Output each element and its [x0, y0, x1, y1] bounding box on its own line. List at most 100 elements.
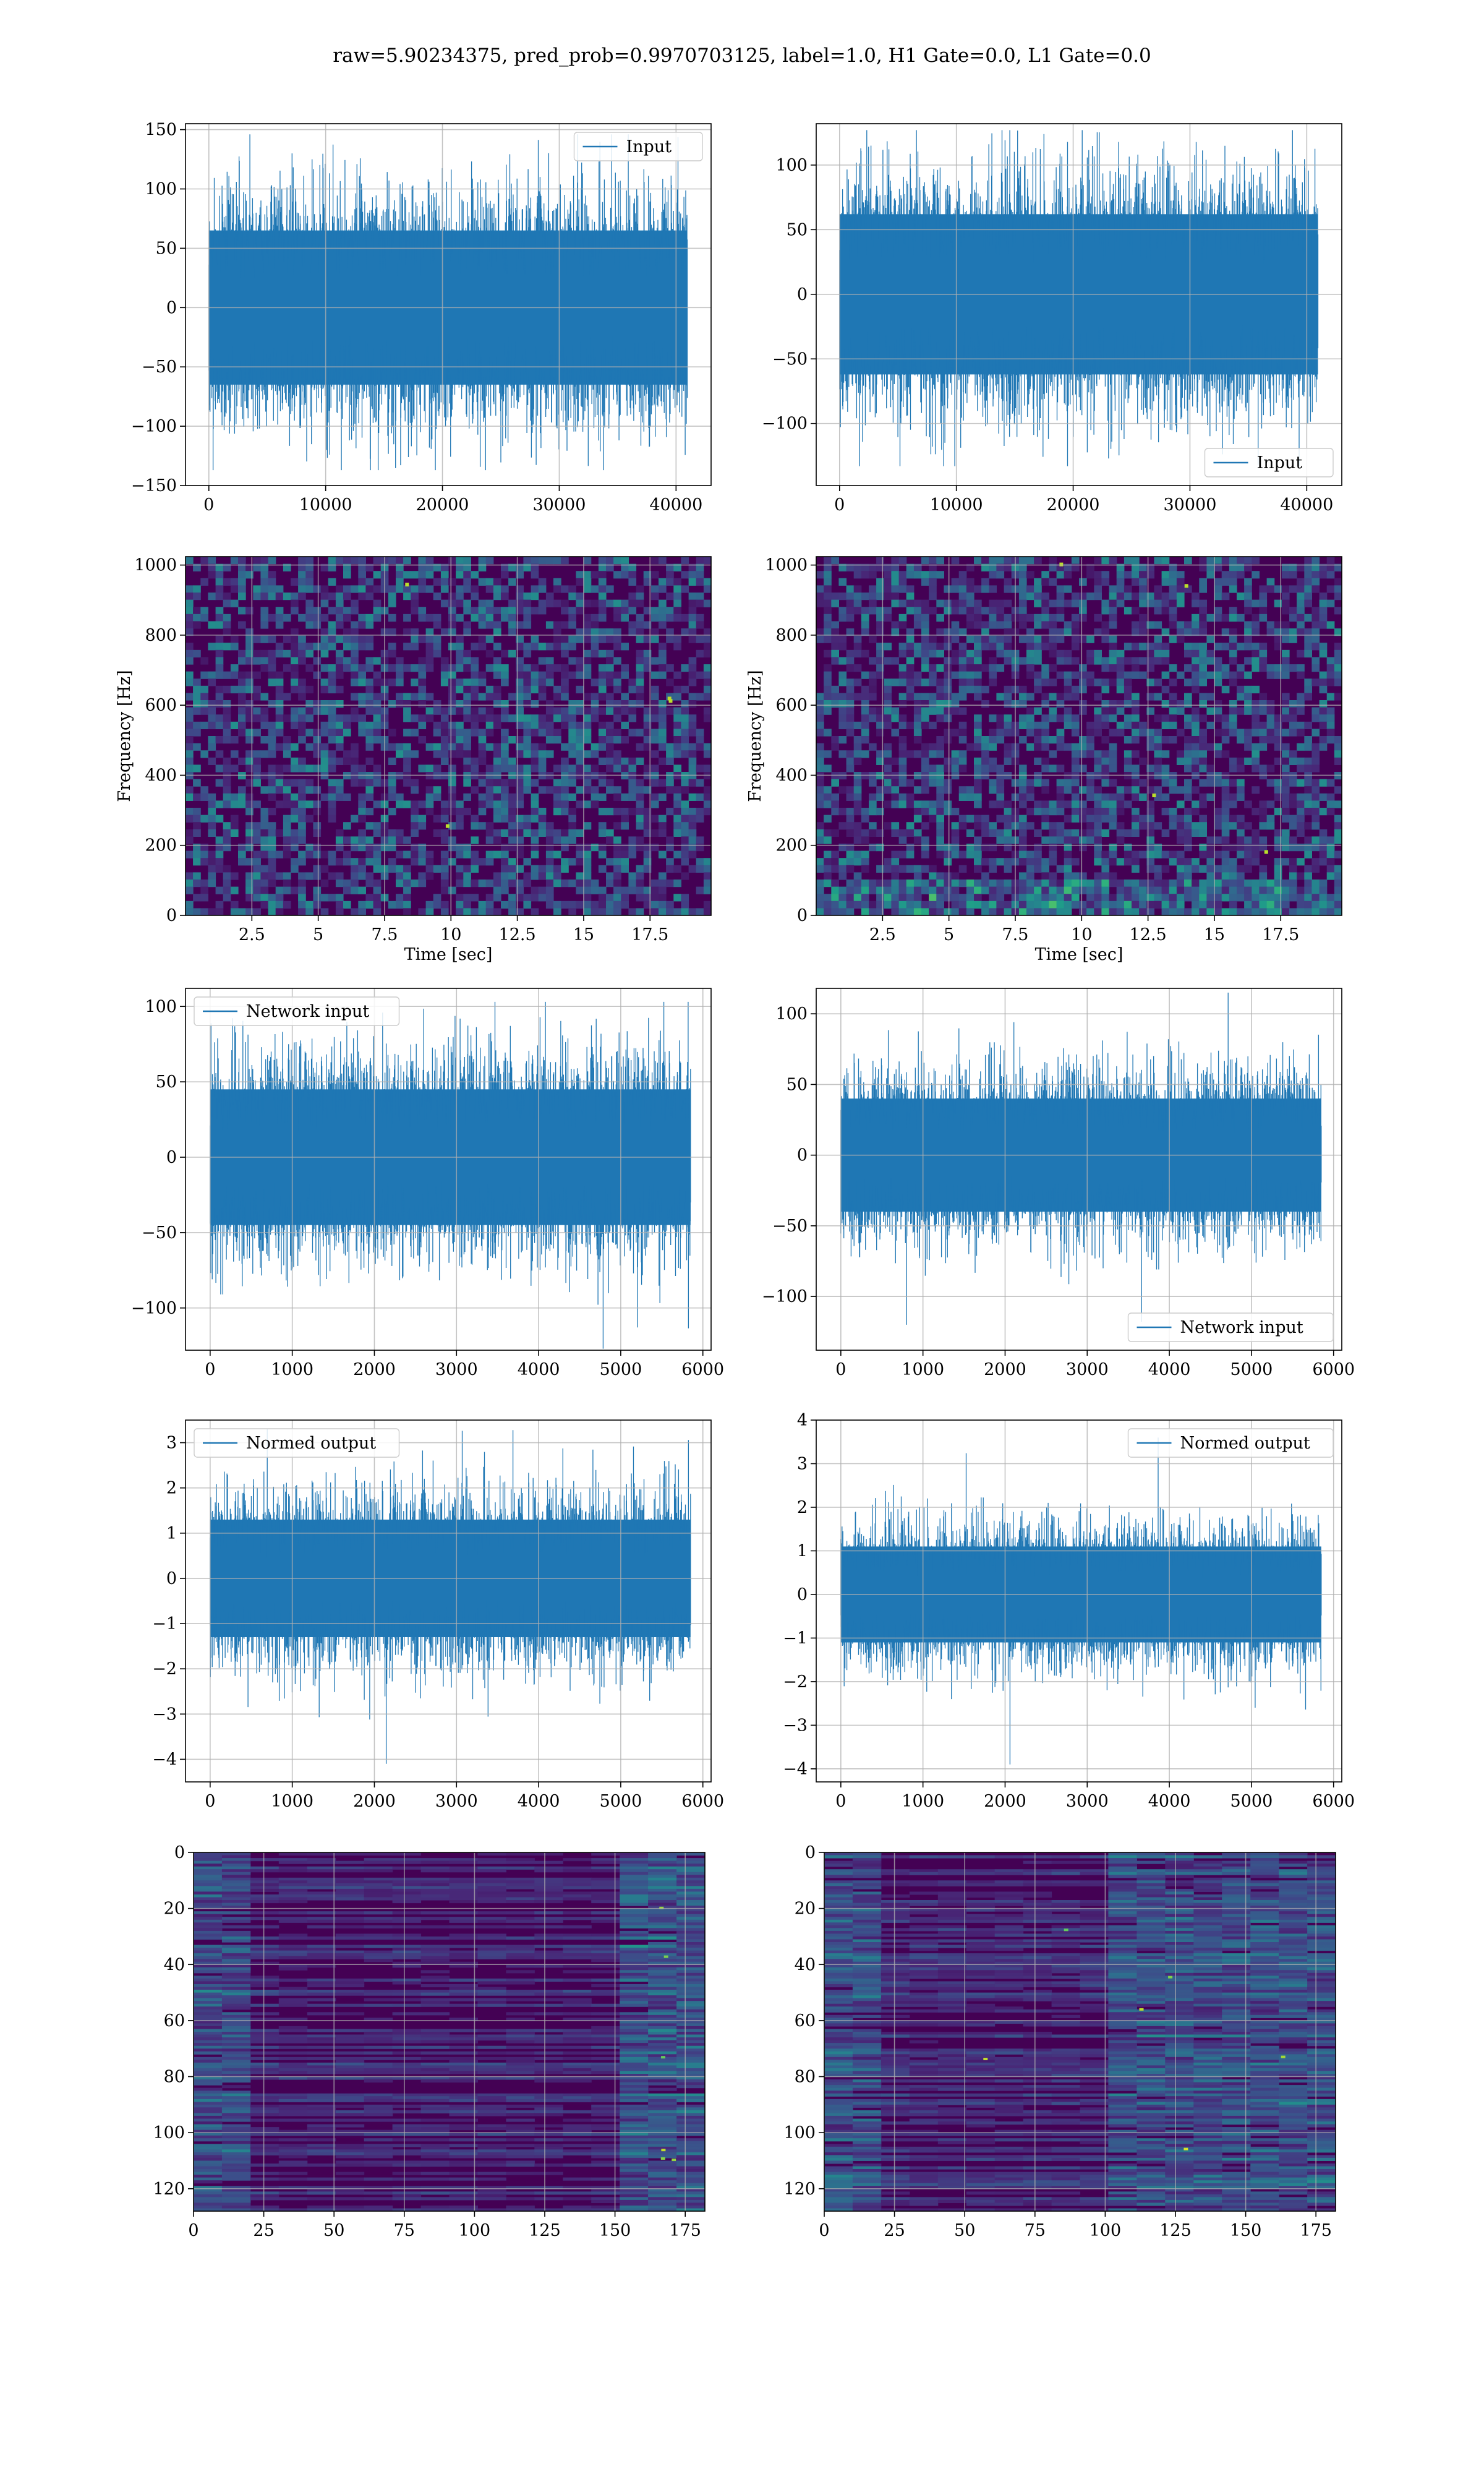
- heatmap-cell: [478, 599, 487, 607]
- heatmap-cell: [974, 657, 982, 665]
- heatmap-cell: [703, 599, 711, 607]
- heatmap-cell: [215, 671, 224, 679]
- heatmap-cell: [208, 563, 216, 571]
- heatmap-cell: [1176, 621, 1185, 629]
- heatmap-cell: [650, 764, 659, 773]
- heatmap-cell: [568, 743, 576, 751]
- heatmap-cell: [313, 808, 322, 816]
- heatmap-cell: [650, 685, 659, 693]
- heatmap-cell: [1154, 593, 1162, 601]
- heatmap-cell: [1297, 614, 1305, 622]
- heatmap-cell: [320, 793, 329, 801]
- heatmap-cell: [545, 786, 554, 794]
- heatmap-cell: [545, 886, 554, 894]
- heatmap-cell: [194, 1855, 223, 1859]
- heatmap-cell: [1297, 901, 1305, 909]
- heatmap-cell: [1004, 657, 1012, 665]
- heatmap-cell: [1184, 743, 1192, 751]
- heatmap-cell: [1259, 700, 1268, 708]
- heatmap-cell: [1252, 649, 1260, 657]
- heatmap-cell: [1101, 635, 1110, 643]
- heatmap-cell: [816, 721, 824, 729]
- heatmap-cell: [1326, 721, 1335, 729]
- heatmap-cell: [223, 671, 231, 679]
- heatmap-cell: [1161, 808, 1170, 816]
- heatmap-cell: [313, 850, 322, 858]
- heatmap-cell: [981, 635, 989, 643]
- x-tick-label: 2.5: [239, 925, 265, 944]
- heatmap-cell: [898, 886, 907, 894]
- heatmap-cell: [1289, 894, 1297, 902]
- heatmap-cell: [365, 664, 374, 672]
- heatmap-cell: [1319, 714, 1328, 722]
- heatmap-cell: [456, 571, 464, 579]
- heatmap-cell: [1026, 901, 1034, 909]
- heatmap-cell: [403, 750, 411, 758]
- heatmap-cell: [1109, 599, 1117, 607]
- heatmap-cell: [1199, 585, 1207, 593]
- heatmap-cell: [621, 865, 629, 873]
- heatmap-cell: [373, 908, 382, 915]
- heatmap-cell: [388, 649, 396, 657]
- heatmap-cell: [1252, 664, 1260, 672]
- heatmap-cell: [846, 685, 855, 693]
- heatmap-cell: [831, 850, 839, 858]
- heatmap-cell: [1132, 657, 1140, 665]
- heatmap-cell: [583, 621, 592, 629]
- heatmap-cell: [891, 908, 900, 915]
- heatmap-cell: [1004, 880, 1012, 888]
- heatmap-cell: [1109, 621, 1117, 629]
- heatmap-cell: [703, 800, 711, 808]
- heatmap-cell: [1018, 779, 1027, 787]
- heatmap-cell: [1221, 872, 1230, 880]
- heatmap-cell: [223, 729, 231, 737]
- heatmap-cell: [1154, 901, 1162, 909]
- heatmap-cell: [433, 901, 441, 909]
- heatmap-cell: [485, 786, 494, 794]
- heatmap-cell: [1086, 894, 1094, 902]
- heatmap-cell: [516, 750, 524, 758]
- heatmap-cell: [501, 886, 509, 894]
- heatmap-cell: [328, 621, 336, 629]
- heatmap-cell: [291, 657, 299, 665]
- heatmap-cell: [816, 729, 824, 737]
- heatmap-cell: [1244, 693, 1252, 701]
- heatmap-cell: [260, 563, 269, 571]
- heatmap-cell: [1161, 714, 1170, 722]
- heatmap-cell: [648, 1888, 677, 1892]
- heatmap-cell: [1018, 858, 1027, 866]
- heatmap-cell: [1064, 743, 1072, 751]
- heatmap-cell: [1064, 779, 1072, 787]
- heatmap-cell: [966, 908, 974, 915]
- heatmap-cell: [659, 901, 667, 909]
- heatmap-cell: [1289, 872, 1297, 880]
- heatmap-cell: [688, 779, 697, 787]
- heatmap-cell: [1079, 764, 1087, 773]
- heatmap-cell: [403, 643, 411, 651]
- heatmap-cell: [1018, 815, 1027, 823]
- heatmap-cell: [576, 671, 584, 679]
- heatmap-cell: [1049, 750, 1057, 758]
- heatmap-cell: [313, 872, 322, 880]
- heatmap-cell: [545, 750, 554, 758]
- heatmap-cell: [1018, 593, 1027, 601]
- heatmap-cell: [221, 1860, 251, 1864]
- heatmap-cell: [501, 880, 509, 888]
- heatmap-cell: [853, 635, 862, 643]
- heatmap-cell: [278, 1886, 308, 1890]
- heatmap-cell: [1101, 757, 1110, 765]
- heatmap-cell: [1101, 664, 1110, 672]
- heatmap-cell: [335, 657, 344, 665]
- heatmap-cell: [1026, 614, 1034, 622]
- heatmap-cell: [838, 707, 847, 715]
- heatmap-cell: [418, 714, 427, 722]
- heatmap-cell: [696, 593, 704, 601]
- heatmap-cell: [628, 850, 637, 858]
- heatmap-cell: [186, 657, 194, 665]
- heatmap-cell: [1079, 815, 1087, 823]
- heatmap-cell: [1041, 571, 1049, 579]
- heatmap-cell: [951, 872, 960, 880]
- y-tick-label: −2: [152, 1659, 177, 1679]
- heatmap-cell: [1146, 858, 1154, 866]
